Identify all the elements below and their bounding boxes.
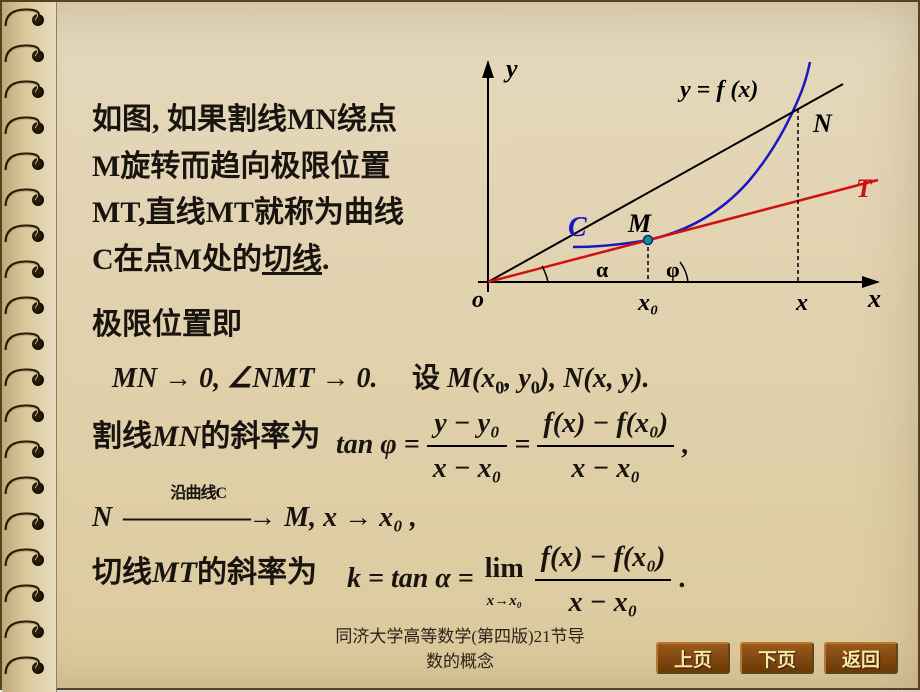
- p1-l3: MT,直线MT就称为曲线: [92, 190, 404, 237]
- svg-text:o: o: [472, 287, 484, 313]
- eq-limit: MN → 0, ∠NMT → 0.: [112, 357, 377, 400]
- tangent-diagram: y x o y = f (x) C M N Tα φ x₀ x: [448, 52, 888, 322]
- eq-secant-slope: tan φ = y − y₀ x − x₀ = f(x) − f(x₀) x −…: [336, 402, 688, 491]
- svg-text:M: M: [627, 209, 652, 238]
- eq-n-to-m: N 沿曲线C ―――――→ M, x → x₀ ,: [92, 482, 417, 539]
- back-button[interactable]: 返回: [824, 642, 898, 674]
- svg-text:x₀: x₀: [637, 290, 658, 316]
- secant-line: [488, 84, 843, 282]
- page-root: 如图, 如果割线MN绕点 M旋转而趋向极限位置 MT,直线MT就称为曲线 C在点…: [0, 0, 920, 690]
- eq-tangent-slope: k = tan α = lim x→x₀ f(x) − f(x₀) x − x₀…: [347, 536, 685, 625]
- svg-text:x: x: [867, 284, 881, 313]
- next-page-button[interactable]: 下页: [740, 642, 814, 674]
- prev-page-button[interactable]: 上页: [656, 642, 730, 674]
- definition-text: 如图, 如果割线MN绕点 M旋转而趋向极限位置 MT,直线MT就称为曲线 C在点…: [92, 97, 404, 283]
- svg-text:N: N: [812, 109, 833, 138]
- svg-text:α: α: [596, 257, 609, 282]
- angle-alpha-arc: [542, 266, 548, 282]
- angle-phi-arc: [680, 262, 688, 282]
- p1-l2: M旋转而趋向极限位置: [92, 144, 404, 191]
- secant-slope-label: 割线MN的斜率为: [92, 414, 320, 461]
- diagram-labels: y x o y = f (x) C M N Tα φ x₀ x: [472, 54, 881, 316]
- limit-position-label: 极限位置即: [92, 302, 242, 349]
- svg-text:C: C: [568, 212, 587, 243]
- svg-text:T: T: [856, 174, 873, 203]
- svg-text:y: y: [503, 54, 518, 83]
- svg-text:φ: φ: [666, 257, 680, 282]
- svg-text:y = f (x): y = f (x): [677, 77, 758, 103]
- content-area: 如图, 如果割线MN绕点 M旋转而趋向极限位置 MT,直线MT就称为曲线 C在点…: [72, 2, 918, 688]
- p1-l4: C在点M处的切线.: [92, 237, 404, 284]
- eq-mn-def: 设 M(x0, y0), N(x, y).: [412, 357, 650, 402]
- spiral-binding: [2, 2, 57, 692]
- tangent-slope-label: 切线MT的斜率为: [92, 550, 317, 597]
- nav-buttons: 上页 下页 返回: [656, 642, 898, 674]
- p1-l1: 如图, 如果割线MN绕点: [92, 97, 404, 144]
- svg-text:x: x: [795, 290, 808, 316]
